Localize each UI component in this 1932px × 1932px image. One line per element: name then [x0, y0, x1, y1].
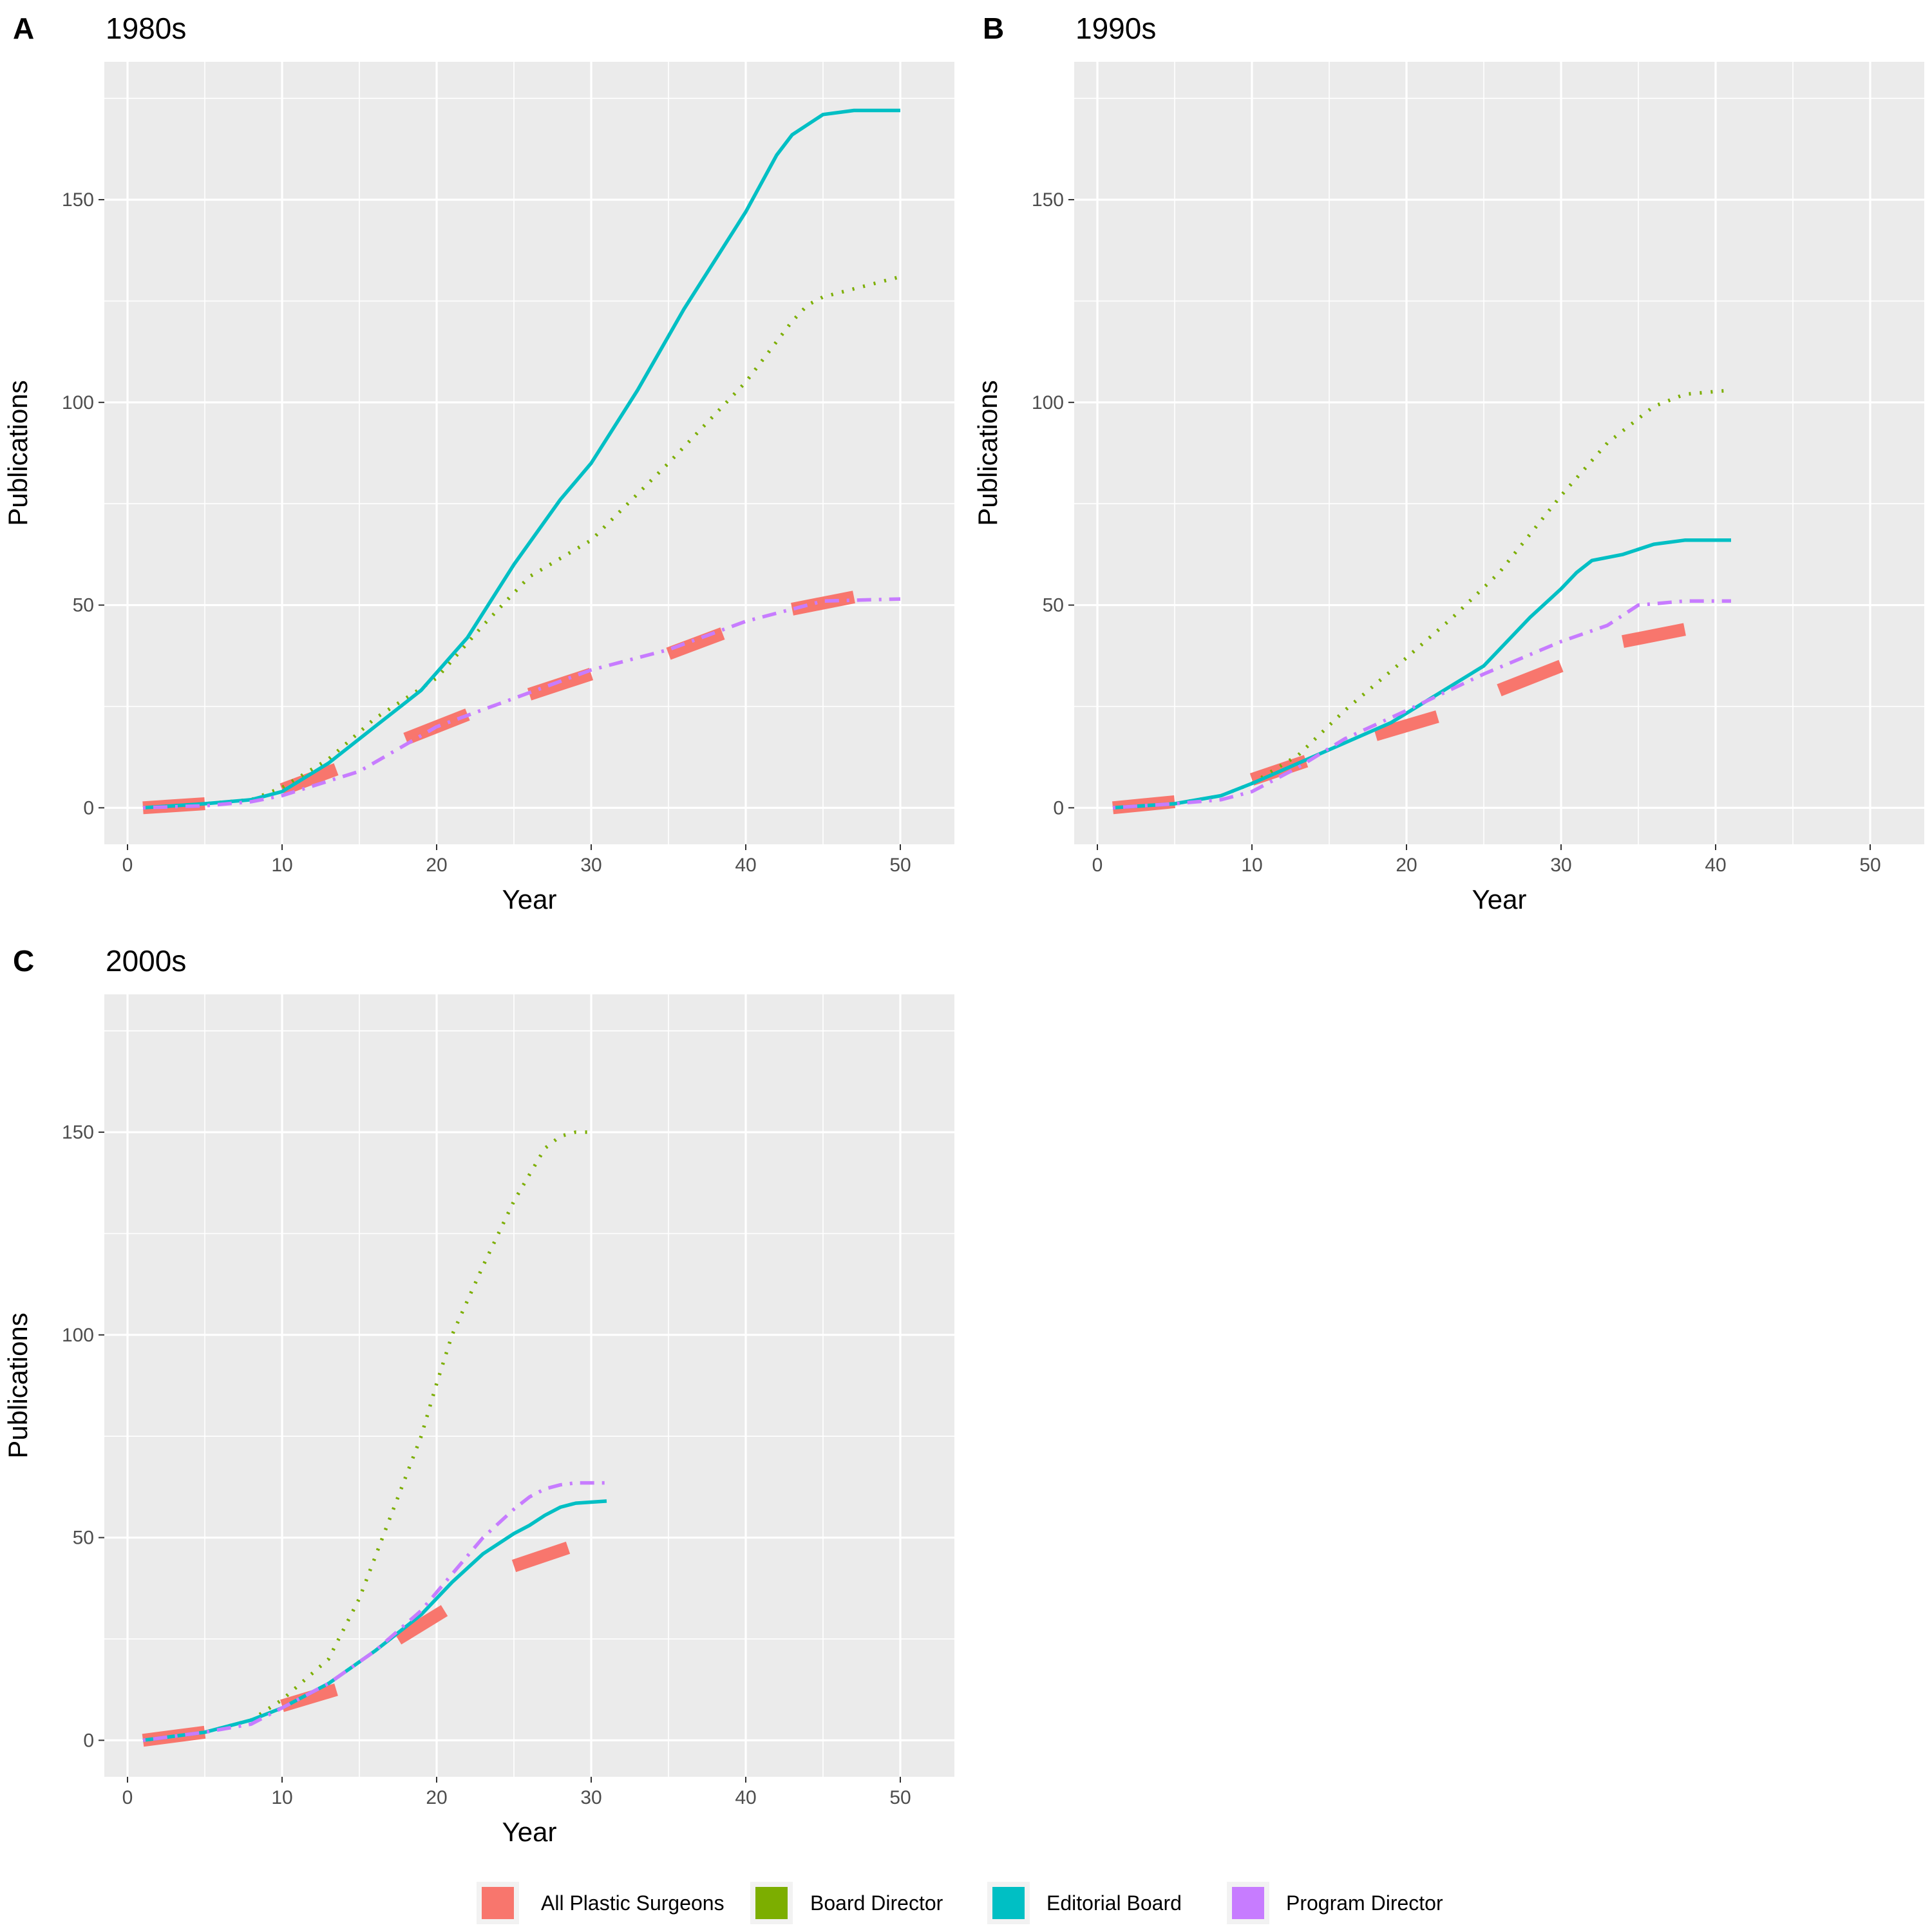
y-tick-label: 0 [83, 797, 94, 819]
panel-letter: B [983, 12, 1004, 45]
panel-letter: C [13, 944, 34, 978]
y-axis-title: Publications [3, 1312, 33, 1458]
legend-swatch [1232, 1887, 1264, 1919]
series-group [142, 108, 901, 815]
panel-title: 1980s [106, 12, 186, 45]
legend-item-editorial-board: Editorial Board [987, 1882, 1182, 1924]
x-tick-label: 50 [889, 1787, 911, 1808]
legend-item-program-director: Program Director [1227, 1882, 1443, 1924]
panel-a: 0 10 20 30 40 50 0 50 100 150 Year Publications A 198… [3, 12, 954, 914]
legend-label: All Plastic Surgeons [541, 1891, 724, 1915]
x-axis-title: Year [502, 884, 557, 914]
legend-label: Editorial Board [1046, 1891, 1182, 1915]
series-segment [394, 1605, 448, 1645]
x-tick-label: 10 [271, 1787, 292, 1808]
plot-background [104, 62, 954, 844]
x-tick-label: 20 [426, 1787, 447, 1808]
y-tick-label: 50 [1043, 595, 1064, 616]
y-tick-label: 150 [62, 189, 94, 211]
x-axis-title: Year [502, 1817, 557, 1847]
x-tick-label: 0 [122, 1787, 133, 1808]
series-board-director [142, 275, 901, 810]
x-axis-title: Year [1472, 884, 1527, 914]
y-tick-label: 150 [62, 1122, 94, 1143]
series-segment [527, 668, 594, 701]
axes: 0 10 20 30 40 50 0 50 100 150 Year Publications [3, 1122, 911, 1847]
y-axis-title: Publications [3, 380, 33, 526]
gridlines [104, 62, 954, 844]
series-segment [1497, 659, 1564, 697]
legend-swatch [482, 1887, 514, 1919]
y-axis-title: Publications [972, 380, 1003, 526]
legend: All Plastic Surgeons Board Director Edit… [477, 1882, 1443, 1924]
legend-label: Board Director [810, 1891, 943, 1915]
series-program-director [142, 1481, 607, 1743]
panel-title: 1990s [1075, 12, 1156, 45]
x-tick-label: 40 [735, 855, 756, 876]
series-segment [666, 627, 725, 660]
x-tick-label: 10 [271, 855, 292, 876]
series-editorial-board [142, 1499, 607, 1743]
y-tick-label: 50 [73, 595, 94, 616]
axes: 0 10 20 30 40 50 0 50 100 150 Year Publications [3, 189, 911, 914]
x-tick-label: 50 [889, 855, 911, 876]
x-tick-label: 50 [1859, 855, 1880, 876]
x-tick-label: 30 [580, 855, 601, 876]
x-tick-label: 20 [426, 855, 447, 876]
series-board-director [1112, 388, 1732, 810]
x-tick-label: 40 [1705, 855, 1726, 876]
x-tick-label: 10 [1241, 855, 1262, 876]
series-program-director [1112, 599, 1731, 810]
legend-item-all-plastic-surgeons: All Plastic Surgeons [477, 1882, 724, 1924]
panel-letter: A [13, 12, 34, 45]
legend-item-board-director: Board Director [750, 1882, 943, 1924]
y-tick-label: 0 [83, 1730, 94, 1751]
y-tick-label: 100 [62, 392, 94, 413]
x-tick-label: 40 [735, 1787, 756, 1808]
panel-b: 0 10 20 30 40 50 0 50 100 150 Year Publications B 199… [972, 12, 1924, 914]
x-tick-label: 20 [1396, 855, 1417, 876]
x-tick-label: 0 [1092, 855, 1103, 876]
axes: 0 10 20 30 40 50 0 50 100 150 Year Publications [972, 189, 1881, 914]
series-editorial-board [142, 108, 900, 810]
series-segment [1622, 623, 1686, 649]
y-tick-label: 0 [1053, 797, 1064, 819]
y-tick-label: 100 [62, 1325, 94, 1346]
legend-swatch [992, 1887, 1025, 1919]
y-tick-label: 50 [73, 1528, 94, 1549]
panel-title: 2000s [106, 944, 186, 978]
x-tick-label: 30 [580, 1787, 601, 1808]
panel-c: 0 10 20 30 40 50 0 50 100 150 Year Publications C 200… [3, 944, 954, 1847]
y-tick-label: 150 [1032, 189, 1064, 211]
series-group [142, 1130, 607, 1747]
series-segment [1374, 710, 1439, 741]
plot-background [104, 994, 954, 1777]
x-tick-label: 0 [122, 855, 133, 876]
legend-label: Program Director [1286, 1891, 1443, 1915]
legend-swatch [755, 1887, 788, 1919]
series-group [1112, 388, 1732, 815]
gridlines [1074, 62, 1924, 844]
x-tick-label: 30 [1550, 855, 1571, 876]
gridlines [104, 994, 954, 1777]
y-tick-label: 100 [1032, 392, 1064, 413]
plot-background [1074, 62, 1924, 844]
series-editorial-board [1112, 538, 1731, 810]
series-segment [511, 1541, 571, 1573]
